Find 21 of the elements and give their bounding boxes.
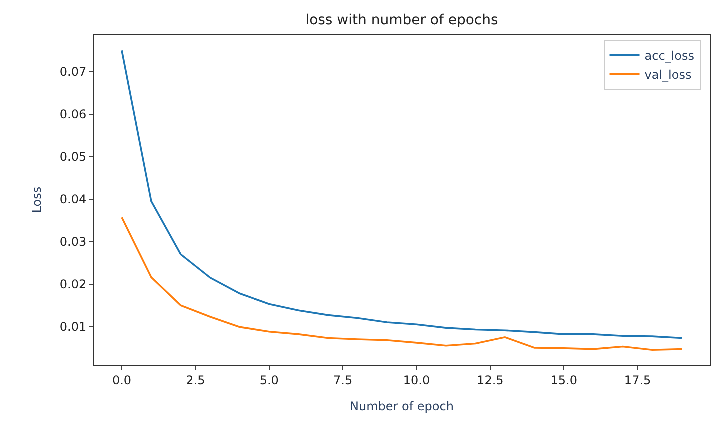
y-tick-label: 0.06 <box>60 108 87 122</box>
y-tick-label: 0.07 <box>60 65 87 80</box>
y-tick-label: 0.01 <box>60 320 87 334</box>
y-axis-title: Loss <box>30 186 44 214</box>
x-tick-label: 2.5 <box>186 373 206 388</box>
x-tick-label: 5.0 <box>260 373 279 388</box>
legend-label: acc_loss <box>644 49 694 64</box>
x-tick-label: 10.0 <box>403 373 430 388</box>
y-tick-label: 0.04 <box>60 192 87 207</box>
line-series <box>121 216 683 352</box>
y-tick-label: 0.03 <box>60 235 87 250</box>
x-axis-title: Number of epoch <box>350 399 454 414</box>
x-tick-label: 0.0 <box>112 373 132 388</box>
x-tick-label: 7.5 <box>334 373 353 388</box>
legend-label: val_loss <box>644 68 692 82</box>
y-tick-label: 0.05 <box>60 150 87 164</box>
chart-title: loss with number of epochs <box>306 12 498 29</box>
y-tick-label: 0.02 <box>60 278 87 292</box>
x-tick-label: 12.5 <box>477 373 504 388</box>
x-tick-label: 17.5 <box>624 373 652 388</box>
x-tick-label: 15.0 <box>550 373 578 388</box>
